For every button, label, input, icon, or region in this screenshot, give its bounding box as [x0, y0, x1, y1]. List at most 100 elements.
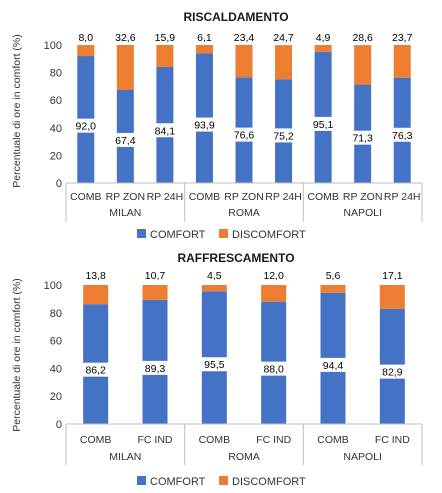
y-axis-label: Percentuale di ore in comfort (%) — [11, 34, 23, 187]
data-label-discomfort: 12,0 — [263, 270, 284, 282]
data-label-bg — [258, 361, 289, 376]
legend-label-discomfort: DISCOMFORT — [232, 476, 306, 488]
data-label-comfort: 95,5 — [204, 359, 225, 371]
data-label-comfort: 89,3 — [145, 363, 166, 375]
y-tick-label: 100 — [44, 280, 62, 292]
bar-discomfort — [235, 45, 253, 78]
x-group-label: ROMA — [228, 207, 260, 219]
bar-discomfort — [275, 45, 293, 80]
bar-discomfort — [320, 285, 346, 293]
x-group-label: MILAN — [109, 451, 141, 463]
data-label-comfort: 95,1 — [313, 119, 334, 131]
y-tick-label: 60 — [50, 336, 62, 348]
heating-chart: RISCALDAMENTO Percentuale di ore in comf… — [11, 10, 423, 241]
x-group-label: ROMA — [228, 451, 260, 463]
data-label-comfort: 67,4 — [115, 135, 136, 147]
data-label-discomfort: 4,9 — [316, 32, 331, 44]
y-axis-label: Percentuale di ore in comfort (%) — [11, 278, 23, 431]
x-category-label: FC IND — [375, 434, 410, 446]
data-label-comfort: 94,4 — [323, 360, 344, 372]
x-category-label: COMB — [80, 434, 112, 446]
bar-discomfort — [201, 285, 227, 292]
data-label-comfort: 84,1 — [155, 125, 176, 137]
data-label-bg — [377, 364, 408, 379]
bar-discomfort — [261, 285, 287, 302]
data-label-comfort: 75,2 — [273, 130, 294, 142]
data-label-comfort: 76,6 — [234, 130, 255, 142]
bar-discomfort — [77, 45, 95, 57]
legend-swatch-comfort — [137, 476, 146, 485]
chart-title: RISCALDAMENTO — [183, 10, 288, 24]
data-label-bg — [189, 117, 220, 132]
data-label-discomfort: 32,6 — [115, 32, 136, 44]
data-label-discomfort: 8,0 — [78, 32, 93, 44]
y-tick-label: 80 — [50, 68, 62, 80]
x-group-label: MILAN — [109, 207, 141, 219]
bar-discomfort — [393, 45, 411, 78]
x-group-label: NAPOLI — [343, 207, 382, 219]
y-tick-label: 60 — [50, 95, 62, 107]
data-label-comfort: 92,0 — [76, 121, 97, 133]
data-label-discomfort: 4,5 — [207, 270, 222, 282]
data-label-discomfort: 28,6 — [352, 32, 373, 44]
chart-title: RAFFRESCAMENTO — [177, 251, 294, 265]
x-category-label: RP 24H — [265, 191, 302, 203]
x-category-label: COMB — [70, 191, 102, 203]
y-tick-label: 0 — [56, 178, 62, 190]
bar-discomfort — [379, 285, 405, 309]
data-label-bg — [347, 130, 378, 145]
cooling-chart: RAFFRESCAMENTO Percentuale di ore in com… — [11, 251, 423, 488]
data-label-bg — [268, 128, 299, 143]
bar-discomfort — [354, 45, 372, 85]
x-category-label: RP 24H — [147, 191, 184, 203]
data-label-bg — [318, 357, 348, 372]
data-label-comfort: 86,2 — [85, 365, 106, 377]
x-category-label: COMB — [317, 434, 349, 446]
bar-discomfort — [195, 45, 213, 54]
data-label-discomfort: 5,6 — [326, 270, 341, 282]
y-tick-label: 20 — [50, 391, 62, 403]
data-label-discomfort: 17,1 — [382, 270, 403, 282]
data-label-bg — [387, 127, 418, 142]
data-label-bg — [80, 362, 111, 377]
y-tick-label: 80 — [50, 308, 62, 320]
data-label-bg — [149, 123, 180, 138]
x-category-label: RP ZON — [343, 191, 382, 203]
bar-discomfort — [314, 45, 332, 52]
data-label-bg — [229, 127, 259, 142]
legend-label-discomfort: DISCOMFORT — [232, 229, 306, 241]
data-label-bg — [110, 132, 141, 147]
x-category-label: COMB — [199, 434, 231, 446]
data-label-discomfort: 6,1 — [197, 32, 212, 44]
x-category-label: FC IND — [256, 434, 291, 446]
x-category-label: COMB — [189, 191, 221, 203]
data-label-discomfort: 10,7 — [145, 270, 166, 282]
legend-swatch-comfort — [137, 229, 146, 238]
bar-discomfort — [156, 45, 174, 67]
data-label-bg — [308, 116, 339, 131]
bar-discomfort — [83, 285, 109, 305]
x-category-label: RP 24H — [384, 191, 421, 203]
data-label-bg — [70, 118, 101, 133]
data-label-comfort: 82,9 — [382, 367, 403, 379]
x-group-label: NAPOLI — [343, 451, 382, 463]
y-tick-label: 20 — [50, 150, 62, 162]
data-label-comfort: 93,9 — [194, 120, 215, 132]
legend-label-comfort: COMFORT — [150, 476, 206, 488]
x-category-label: COMB — [307, 191, 339, 203]
data-label-comfort: 71,3 — [352, 133, 373, 145]
y-tick-label: 40 — [50, 123, 62, 135]
y-tick-label: 0 — [56, 419, 62, 431]
legend-swatch-discomfort — [219, 229, 228, 238]
data-label-comfort: 88,0 — [263, 364, 284, 376]
bar-discomfort — [116, 45, 134, 90]
bar-discomfort — [142, 285, 168, 300]
data-label-comfort: 76,3 — [392, 130, 413, 142]
data-label-discomfort: 13,8 — [85, 270, 106, 282]
x-category-label: RP ZON — [106, 191, 145, 203]
data-label-bg — [199, 357, 230, 372]
x-category-label: FC IND — [138, 434, 173, 446]
data-label-discomfort: 23,4 — [234, 32, 255, 44]
y-tick-label: 40 — [50, 363, 62, 375]
